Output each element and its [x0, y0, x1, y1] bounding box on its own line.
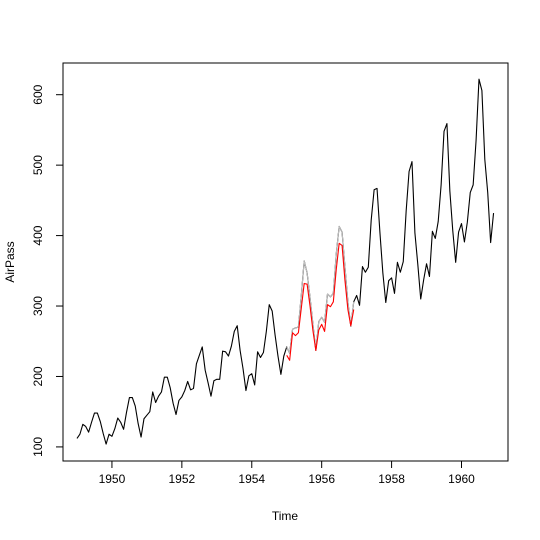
plot-box	[62, 62, 509, 462]
y-tick-label: 500	[31, 155, 45, 175]
y-tick-label: 400	[31, 225, 45, 245]
x-tick-label: 1958	[378, 472, 405, 486]
series-line-3	[286, 242, 355, 361]
y-axis-title: AirPass	[3, 241, 17, 282]
y-tick-label: 600	[31, 84, 45, 104]
x-tick-label: 1950	[99, 472, 126, 486]
x-tick-label: 1954	[238, 472, 265, 486]
x-tick-label: 1960	[448, 472, 475, 486]
y-axis: 100 200 300 400 500 600	[31, 84, 63, 457]
y-tick-label: 200	[31, 366, 45, 386]
series-line-2	[286, 225, 355, 354]
series-line-1	[76, 78, 495, 445]
y-tick-label: 300	[31, 296, 45, 316]
x-axis: 1950 1952 1954 1956 1958 1960	[99, 461, 475, 486]
x-axis-title: Time	[272, 509, 299, 523]
series-layer	[76, 78, 495, 445]
x-tick-label: 1952	[169, 472, 196, 486]
y-tick-label: 100	[31, 437, 45, 457]
x-tick-label: 1956	[308, 472, 335, 486]
